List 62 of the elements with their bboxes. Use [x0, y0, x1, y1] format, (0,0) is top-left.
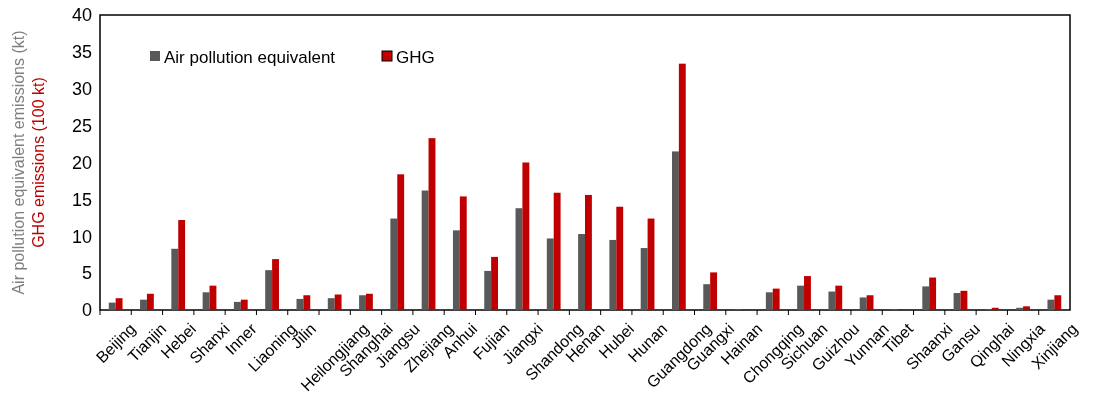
bar — [765, 292, 773, 310]
bar — [859, 297, 867, 310]
bar — [491, 256, 499, 310]
y-tick-label: 10 — [71, 226, 92, 247]
bar — [578, 234, 585, 310]
bar — [960, 290, 968, 310]
bar — [678, 63, 686, 310]
bar — [265, 270, 273, 310]
bar — [202, 292, 210, 310]
bar — [609, 239, 617, 310]
y-tick-label: 0 — [81, 300, 92, 321]
bar — [835, 285, 843, 310]
y-tick-label: 5 — [81, 263, 92, 284]
bar — [334, 294, 342, 310]
bar — [359, 295, 366, 310]
bar — [671, 151, 679, 310]
bar — [421, 190, 429, 310]
bar — [703, 284, 711, 310]
y-tick-label: 30 — [71, 79, 92, 100]
y-tick-label: 40 — [71, 5, 92, 26]
bar — [616, 206, 624, 310]
bar — [452, 230, 460, 310]
bar — [365, 293, 373, 310]
bar — [327, 298, 335, 310]
bar — [1023, 306, 1030, 310]
bar — [272, 259, 279, 310]
bar — [140, 299, 147, 310]
bar — [240, 299, 248, 310]
bar — [303, 295, 311, 310]
bar — [390, 218, 398, 310]
bar — [797, 285, 805, 310]
bar — [991, 307, 999, 310]
bar — [115, 298, 123, 310]
bar — [484, 270, 492, 310]
bar — [171, 248, 179, 310]
y-tick-label: 20 — [71, 152, 92, 173]
legend-label: GHG — [396, 48, 435, 68]
bar — [585, 194, 592, 310]
bar — [553, 192, 561, 310]
bar — [640, 248, 648, 310]
bar — [772, 288, 780, 310]
bar — [397, 174, 405, 310]
legend-label: Air pollution equivalent — [164, 48, 336, 68]
bar — [804, 276, 811, 310]
bar — [108, 302, 116, 310]
bar — [929, 277, 937, 310]
bar — [233, 301, 241, 310]
bar — [710, 272, 718, 310]
y-tick-label: 25 — [71, 115, 92, 136]
y-tick-label: 35 — [71, 42, 92, 63]
bar — [146, 293, 154, 310]
bar — [922, 286, 930, 310]
bar — [828, 291, 836, 310]
bar — [178, 220, 186, 310]
bar — [1054, 295, 1062, 310]
bar — [459, 196, 467, 310]
bar — [1047, 299, 1055, 310]
bar — [522, 162, 530, 310]
y-axis-title: Air pollution equivalent emissions (kt) GHG emissions (100 kt) — [10, 30, 47, 295]
bar — [1016, 307, 1024, 310]
bar — [546, 238, 554, 310]
y-tick-label: 15 — [71, 189, 92, 210]
